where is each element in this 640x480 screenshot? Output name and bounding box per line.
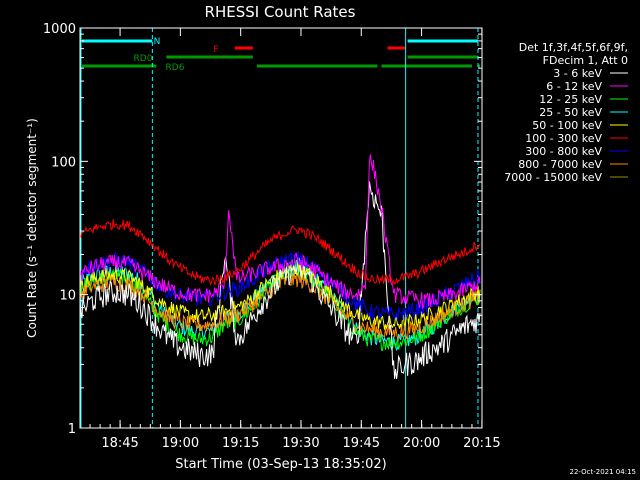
chart-title: RHESSI Count Rates [205,3,356,21]
x-tick-label: 20:15 [463,436,500,451]
plot-area: N F RD0 RD6 [79,28,481,428]
series-line-6-12-kev [79,154,481,310]
footer-timestamp: 22-Oct-2021 04:15 [570,468,636,476]
series-line-300-800-kev [79,250,481,322]
legend-header-line: Det 1f,3f,4f,5f,6f,9f, [519,41,628,54]
legend-label: 12 - 25 keV [539,93,602,106]
x-tick-label: 19:15 [222,436,259,451]
y-axis-label: Count Rate (s⁻¹ detector segment⁻¹) [25,118,39,338]
x-tick-label: 19:45 [343,436,380,451]
legend-label: 100 - 300 keV [525,132,602,145]
flag-label-f: F [213,45,218,55]
legend-label: 6 - 12 keV [546,80,602,93]
flag-bars: N F RD0 RD6 [82,37,480,73]
x-tick-label: 18:45 [101,436,138,451]
x-axis-label: Start Time (03-Sep-13 18:35:02) [175,457,386,472]
legend-header-line: FDecim 1, Att 0 [543,54,628,67]
legend: Det 1f,3f,4f,5f,6f,9f,FDecim 1, Att 03 -… [504,41,628,184]
y-tick-label: 10 [59,289,76,304]
legend-label: 50 - 100 keV [532,119,602,132]
y-axis: 1 10 100 1000 [43,22,482,437]
legend-label: 300 - 800 keV [525,145,602,158]
series-line-3-6-kev [79,181,481,380]
legend-label: 25 - 50 keV [539,106,602,119]
legend-label: 800 - 7000 keV [518,158,602,171]
x-tick-label: 19:30 [282,436,319,451]
legend-label: 7000 - 15000 keV [504,171,602,184]
x-axis: 18:45 19:00 19:15 19:30 19:45 20:00 20:15 [79,28,501,451]
x-tick-label: 20:00 [403,436,440,451]
series-lines [79,154,481,380]
series-line-800-7000-kev [79,271,481,341]
y-tick-label: 1 [68,422,76,437]
legend-label: 3 - 6 keV [553,67,602,80]
series-line-100-300-kev [79,219,481,287]
y-tick-label: 1000 [43,22,76,37]
flag-label-rd6: RD6 [166,63,185,73]
flag-label-n: N [154,37,161,47]
y-tick-label: 100 [51,155,76,170]
x-tick-label: 19:00 [162,436,199,451]
flag-label-rd0: RD0 [134,54,153,64]
